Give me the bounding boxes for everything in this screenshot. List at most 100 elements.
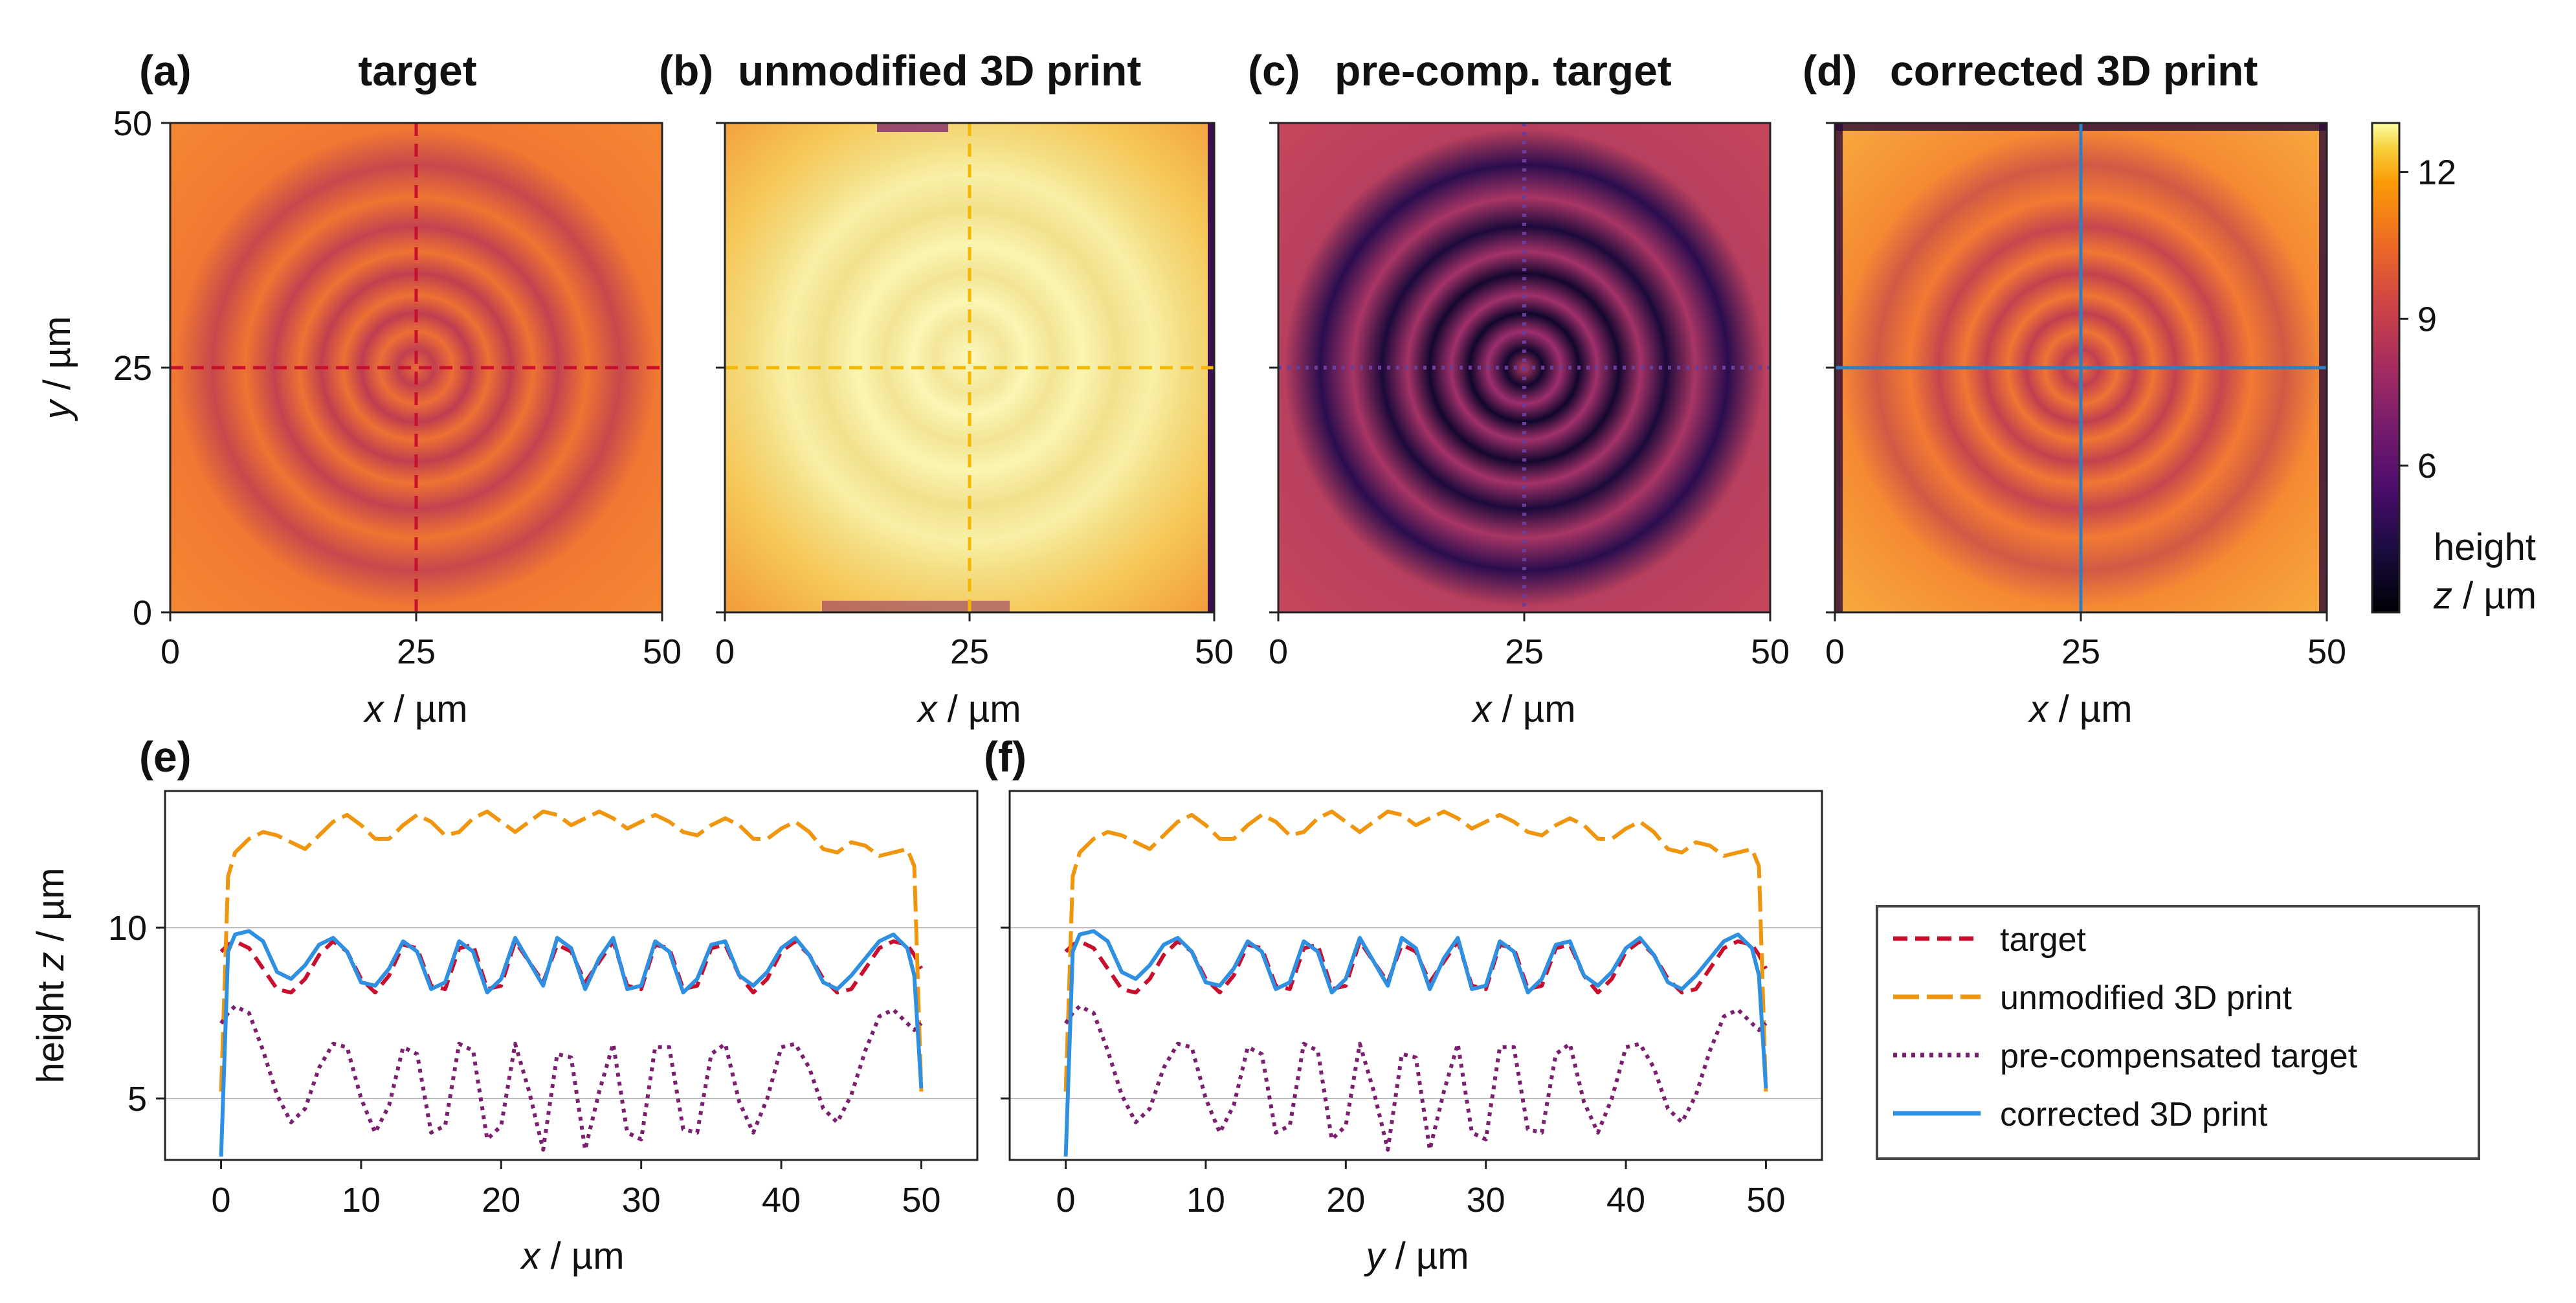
xlabel-f: y / µm: [1363, 1235, 1469, 1277]
colorbar: 12 9 6 height z / µm: [2371, 122, 2537, 617]
colorbar-label-var: z: [2433, 575, 2452, 617]
ytick-label-a-25: 25: [113, 349, 152, 388]
plot-area-e: 5 10 0 10 20 30 40 50: [108, 809, 977, 1219]
series-line-f-corrected-3d-print: [1063, 929, 1768, 1157]
xlabel-c-var: x: [1471, 688, 1493, 730]
colorbar-label-line2: z / µm: [2433, 575, 2537, 617]
series-line-e-pre-compensated-target: [219, 1004, 923, 1152]
panel-title-a: target: [358, 47, 476, 95]
heatmap-c: (c) pre-comp. target 0 25 50 x / µm: [1248, 47, 1790, 730]
xlabel-e: x / µm: [519, 1235, 624, 1277]
ylabel-e-var: z: [30, 952, 72, 971]
xlabel-c: x / µm: [1471, 688, 1575, 730]
line-panel-e: (e) 5 10 0 10 20 30 40 50 x / µm height z / µm: [30, 733, 979, 1277]
ylabel-a-unit: / µm: [36, 316, 78, 400]
xtick-label-e-4: 40: [762, 1181, 801, 1219]
xtick-label-f-5: 50: [1746, 1181, 1785, 1219]
panel-label-d: (d): [1803, 47, 1857, 95]
xtick-label-f-1: 10: [1186, 1181, 1225, 1219]
ytick-label-e-0: 5: [128, 1080, 147, 1119]
xtick-label-d-50: 50: [2307, 632, 2346, 671]
ylabel-e-prefix: height: [30, 970, 72, 1083]
xlabel-b-unit: / µm: [937, 688, 1021, 730]
xlabel-d-unit: / µm: [2048, 688, 2132, 730]
series-line-e-unmodified-3d-print: [219, 809, 924, 1092]
ytick-label-a-0: 0: [133, 594, 152, 632]
colorbar-label-line1: height: [2434, 526, 2536, 568]
xtick-label-a-25: 25: [397, 632, 436, 671]
plot-frame-e: [164, 790, 979, 1161]
edge-artifact-bottom-b: [822, 601, 1010, 612]
xlabel-e-unit: / µm: [540, 1235, 624, 1277]
xlabel-f-unit: / µm: [1384, 1235, 1469, 1277]
xtick-label-e-0: 0: [212, 1181, 231, 1219]
xlabel-d: x / µm: [2027, 688, 2132, 730]
line-panel-f: (f) 0 10 20 30 40 50 y / µm: [984, 733, 1823, 1277]
heatmap-image-b: [725, 123, 1214, 612]
xlabel-a-unit: / µm: [383, 688, 467, 730]
panel-title-c: pre-comp. target: [1335, 47, 1672, 95]
ytick-label-a-50: 50: [113, 104, 152, 143]
heatmap-d: (d) corrected 3D print 0 25 50 x / µm: [1803, 47, 2346, 730]
ylabel-e: height z / µm: [30, 867, 72, 1083]
xtick-label-b-50: 50: [1195, 632, 1234, 671]
xtick-label-c-25: 25: [1505, 632, 1544, 671]
heatmap-image-a: [170, 123, 662, 612]
legend-label-precomp: pre-compensated target: [2000, 1038, 2358, 1075]
xtick-label-f-4: 40: [1606, 1181, 1645, 1219]
ylabel-e-unit: / µm: [30, 867, 72, 952]
xlabel-f-var: y: [1363, 1235, 1386, 1277]
xtick-label-c-50: 50: [1751, 632, 1790, 671]
xtick-label-e-1: 10: [342, 1181, 381, 1219]
ytick-label-e-1: 10: [108, 909, 147, 948]
xlabel-b: x / µm: [916, 688, 1021, 730]
xtick-label-e-2: 20: [482, 1181, 520, 1219]
xlabel-a-var: x: [362, 688, 384, 730]
panel-label-c: (c): [1248, 47, 1300, 95]
xtick-label-f-3: 30: [1467, 1181, 1505, 1219]
colorbar-label-unit: / µm: [2452, 575, 2537, 617]
legend-label-unmodified: unmodified 3D print: [2000, 979, 2292, 1017]
ylabel-a: y / µm: [36, 316, 78, 421]
xtick-label-f-2: 20: [1326, 1181, 1365, 1219]
colorbar-gradient-bar: [2371, 122, 2401, 614]
panel-title-b: unmodified 3D print: [738, 47, 1141, 95]
colorbar-ticks: 12 9 6: [2399, 153, 2456, 485]
xtick-label-a-0: 0: [161, 632, 180, 671]
xtick-label-d-0: 0: [1825, 632, 1845, 671]
heatmap-b: (b) unmodified 3D print 0 25 50 x / µm: [659, 47, 1234, 730]
ylabel-a-var: y: [36, 399, 78, 422]
heatmap-a: (a) target 0 25 50 0 25 50 x / µm y / µm: [36, 47, 682, 730]
plot-frame-f: [1008, 790, 1823, 1161]
xlabel-e-var: x: [519, 1235, 541, 1277]
series-line-f-pre-compensated-target: [1064, 1004, 1768, 1152]
panel-label-a: (a): [139, 47, 192, 95]
legend-label-target: target: [2000, 921, 2087, 959]
xtick-label-a-50: 50: [643, 632, 682, 671]
colorbar-tick-label-1: 9: [2417, 300, 2437, 339]
xtick-label-e-5: 50: [902, 1181, 940, 1219]
panel-label-f: (f): [984, 733, 1027, 781]
xtick-label-e-3: 30: [622, 1181, 661, 1219]
panel-label-b: (b): [659, 47, 713, 95]
xlabel-b-var: x: [916, 688, 938, 730]
legend-frame: [1876, 905, 2480, 1160]
xtick-label-b-25: 25: [950, 632, 989, 671]
xtick-label-d-25: 25: [2061, 632, 2100, 671]
xlabel-a: x / µm: [362, 688, 467, 730]
edge-artifact-top-b: [877, 123, 948, 132]
xtick-label-f-0: 0: [1056, 1181, 1076, 1219]
xtick-label-b-0: 0: [715, 632, 735, 671]
xlabel-c-unit: / µm: [1491, 688, 1575, 730]
colorbar-tick-label-0: 12: [2417, 153, 2456, 192]
xtick-label-c-0: 0: [1269, 632, 1288, 671]
colorbar-tick-label-2: 6: [2417, 447, 2437, 485]
series-line-f-unmodified-3d-print: [1063, 809, 1768, 1092]
legend: target unmodified 3D print pre-compensat…: [1876, 905, 2480, 1160]
series-line-e-corrected-3d-print: [219, 929, 924, 1157]
panel-label-e: (e): [139, 733, 192, 781]
plot-area-f: 0 10 20 30 40 50: [1001, 809, 1822, 1219]
legend-label-corrected: corrected 3D print: [2000, 1096, 2268, 1133]
xlabel-d-var: x: [2027, 688, 2049, 730]
